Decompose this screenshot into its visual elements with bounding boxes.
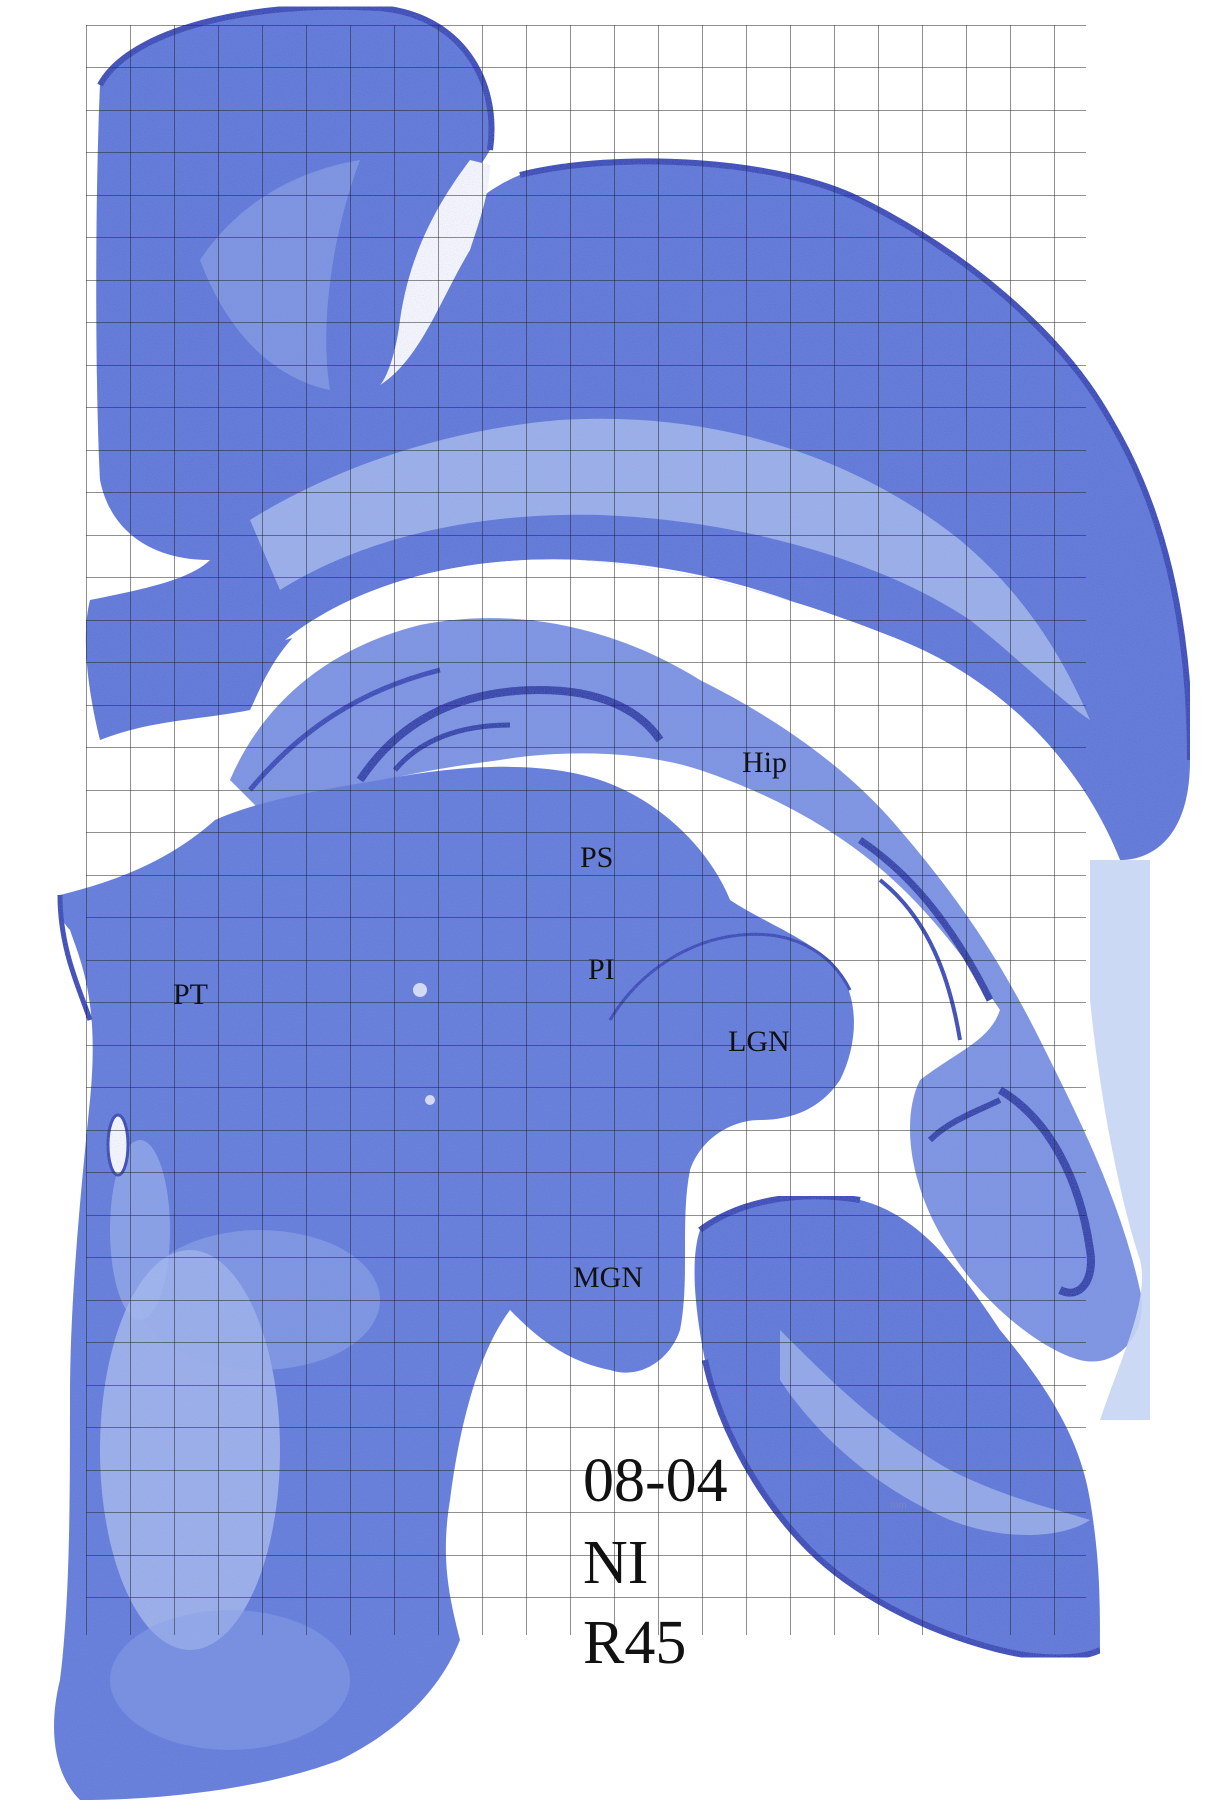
right-edge-white-matter	[1090, 860, 1150, 1420]
label-mgn: MGN	[573, 1261, 644, 1294]
grid-overlay	[86, 25, 1086, 1635]
label-pi: PI	[588, 953, 615, 986]
scale-bar-unit: mm	[890, 1500, 907, 1511]
label-pt: PT	[173, 978, 209, 1011]
label-lgn: LGN	[728, 1025, 790, 1058]
label-ps: PS	[580, 841, 614, 874]
label-hip: Hip	[742, 746, 787, 779]
section-id-line-3: R45	[583, 1609, 687, 1677]
section-id-line-2: NI	[583, 1529, 649, 1597]
section-id-line-1: 08-04	[583, 1447, 728, 1515]
